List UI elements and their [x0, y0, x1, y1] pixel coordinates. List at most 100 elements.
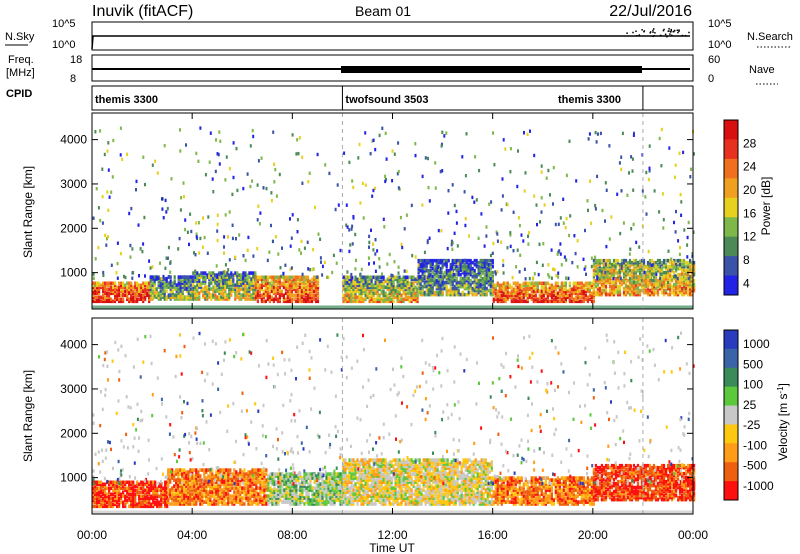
echo-cell — [433, 282, 436, 287]
echo-cell — [213, 486, 216, 490]
echo-cell — [171, 494, 174, 498]
echo-cell — [164, 496, 167, 501]
echo-cell — [481, 260, 484, 265]
echo-cell — [154, 484, 157, 489]
echo-cell — [667, 292, 670, 297]
echo-cell — [144, 494, 147, 499]
echo-cell — [185, 494, 188, 498]
echo-cell — [501, 194, 504, 198]
echo-cell — [628, 284, 632, 289]
echo-cell — [532, 297, 535, 302]
echo-cell — [650, 286, 654, 291]
echo-cell — [235, 237, 237, 241]
echo-cell — [344, 277, 347, 282]
echo-cell — [173, 295, 176, 299]
echo-cell — [616, 262, 620, 267]
echo-cell — [393, 152, 396, 156]
echo-cell — [167, 484, 170, 488]
echo-cell — [406, 287, 409, 292]
echo-cell — [608, 274, 612, 279]
echo-cell — [500, 297, 503, 302]
echo-cell — [259, 476, 262, 480]
echo-cell — [183, 472, 186, 476]
echo-cell — [185, 488, 188, 492]
echo-cell — [102, 482, 105, 487]
echo-cell — [602, 282, 605, 287]
echo-cell — [289, 267, 292, 272]
echo-cell — [604, 264, 608, 269]
echo-cell — [95, 187, 98, 191]
echo-cell — [232, 279, 235, 283]
echo-cell — [372, 188, 375, 193]
echo-cell — [677, 274, 680, 279]
echo-cell — [274, 279, 277, 284]
echo-cell — [429, 274, 432, 279]
echo-cell — [622, 262, 626, 267]
echo-cell — [138, 291, 141, 296]
echo-cell — [317, 232, 320, 236]
echo-cell — [350, 289, 353, 294]
echo-cell — [541, 263, 544, 267]
echo-cell — [558, 285, 561, 290]
echo-cell — [181, 281, 184, 285]
echo-cell — [161, 287, 164, 291]
echo-cell — [492, 299, 495, 304]
echo-cell — [463, 262, 466, 267]
echo-cell — [193, 484, 196, 488]
echo-cell — [352, 185, 355, 190]
echo-cell — [612, 258, 616, 263]
echo-cell — [195, 468, 198, 472]
echo-cell — [150, 488, 153, 493]
echo-cell — [630, 286, 634, 291]
echo-cell — [233, 468, 236, 472]
echo-cell — [437, 282, 440, 287]
echo-cell — [181, 494, 184, 498]
echo-cell — [475, 272, 478, 277]
echo-cell — [233, 494, 236, 498]
echo-cell — [211, 502, 214, 506]
echo-cell — [584, 281, 587, 286]
echo-cell — [219, 492, 222, 496]
echo-cell — [502, 291, 505, 296]
echo-cell — [149, 287, 152, 291]
echo-cell — [185, 474, 188, 478]
echo-cell — [196, 297, 199, 301]
echo-cell — [596, 258, 599, 263]
echo-cell — [648, 169, 651, 173]
echo-cell — [123, 274, 125, 279]
echo-cell — [108, 488, 111, 493]
echo-cell — [183, 287, 186, 291]
echo-cell — [459, 258, 462, 263]
echo-cell — [183, 279, 186, 283]
echo-cell — [173, 492, 176, 496]
echo-cell — [122, 492, 125, 497]
echo-cell — [576, 265, 579, 269]
echo-cell — [231, 500, 234, 504]
echo-cell — [255, 472, 258, 476]
echo-cell — [431, 274, 434, 279]
echo-cell — [362, 289, 365, 294]
echo-cell — [485, 274, 488, 279]
echo-cell — [229, 494, 232, 498]
echo-cell — [608, 270, 612, 275]
echo-cell — [302, 279, 306, 284]
echo-cell — [265, 480, 268, 484]
echo-cell — [210, 271, 213, 275]
echo-cell — [459, 276, 462, 281]
echo-cell — [246, 277, 249, 281]
echo-cell — [417, 258, 420, 263]
echo-cell — [221, 494, 224, 498]
echo-cell — [277, 252, 280, 256]
echo-cell — [124, 482, 127, 487]
echo-cell — [213, 476, 216, 480]
echo-cell — [540, 295, 543, 300]
echo-cell — [104, 488, 107, 493]
echo-cell — [277, 484, 280, 488]
echo-cell — [483, 244, 486, 248]
echo-cell — [455, 290, 458, 295]
echo-cell — [223, 251, 225, 255]
echo-cell — [160, 496, 163, 501]
echo-cell — [167, 476, 170, 480]
echo-cell — [475, 282, 478, 287]
echo-cell — [435, 284, 438, 289]
